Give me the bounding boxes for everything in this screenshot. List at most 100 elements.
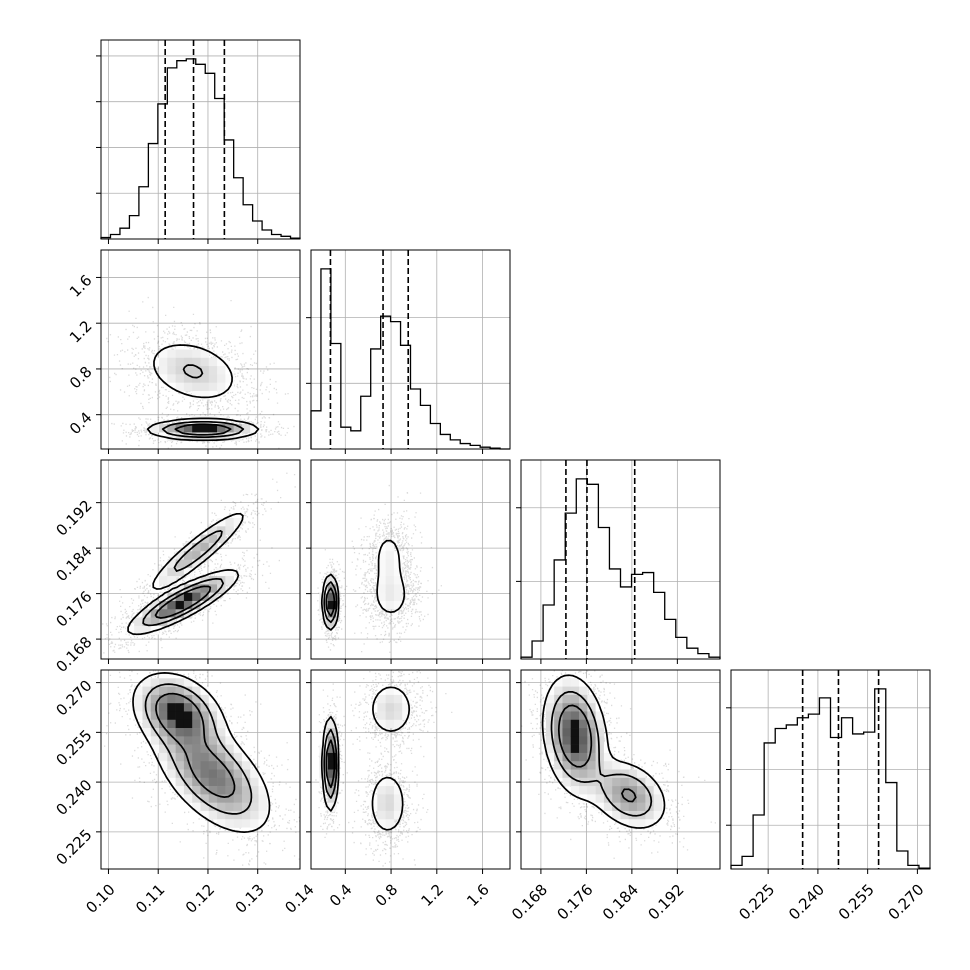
- density-cell: [603, 769, 613, 779]
- density-cell: [159, 694, 168, 704]
- density-cell: [159, 719, 168, 729]
- density-cell: [167, 711, 176, 721]
- histogram-bars: [730, 688, 931, 869]
- density-cell: [167, 777, 176, 787]
- panel-content: [521, 670, 720, 869]
- density-cell: [225, 786, 234, 795]
- density-cell: [319, 592, 328, 602]
- density-cell: [327, 769, 337, 779]
- density-cell: [327, 802, 337, 812]
- density-cell: [167, 728, 176, 737]
- axes-frame: [520, 459, 721, 660]
- density-cell: [250, 777, 259, 787]
- density-cell: [167, 374, 176, 383]
- density-cell: [570, 719, 580, 729]
- density-cell: [208, 576, 218, 585]
- density-cell: [545, 728, 555, 737]
- density-cell: [217, 819, 226, 828]
- density-cell: [587, 711, 596, 721]
- density-cell: [208, 526, 218, 535]
- density-cell: [562, 777, 572, 787]
- density-cell: [233, 744, 243, 754]
- density-cell: [393, 694, 403, 704]
- density-cell: [595, 736, 605, 745]
- density-cell: [183, 600, 193, 610]
- axes-frame: [100, 39, 301, 240]
- density-cell: [385, 711, 395, 721]
- density-cell: [595, 794, 605, 803]
- density-cell: [562, 686, 572, 696]
- density-cell: [217, 794, 226, 803]
- density-cell: [150, 719, 160, 729]
- density-cell: [217, 366, 226, 375]
- density-cell: [377, 576, 386, 585]
- density-cell: [167, 694, 176, 704]
- density-cell: [603, 802, 613, 812]
- density-cell: [167, 357, 176, 367]
- density-cell: [150, 357, 160, 367]
- density-cell: [579, 728, 588, 737]
- density-cell: [319, 744, 328, 754]
- density-cell: [175, 711, 185, 721]
- density-cell: [377, 703, 386, 712]
- density-cell: [183, 777, 193, 787]
- density-cell: [327, 600, 337, 610]
- density-cell: [142, 703, 152, 712]
- density-cell: [587, 703, 596, 712]
- density-cell: [258, 786, 268, 795]
- density-cell: [200, 719, 210, 729]
- scatter-panel-r1-c0: [96, 249, 301, 454]
- density-cell: [587, 769, 596, 779]
- density-cell: [327, 592, 337, 602]
- density-cell: [200, 686, 210, 696]
- density-cell: [183, 794, 193, 803]
- contour-line: [155, 692, 236, 798]
- density-cell: [167, 744, 176, 754]
- density-cell: [150, 609, 160, 618]
- density-cell: [200, 703, 210, 712]
- density-cell: [377, 819, 386, 828]
- density-cell: [183, 728, 193, 737]
- scatter-panel-r3-c2: [516, 669, 721, 874]
- contour-line: [161, 364, 245, 439]
- density-cell: [393, 686, 403, 696]
- density-cell: [192, 777, 201, 787]
- density-cell: [570, 777, 580, 787]
- density-cell: [183, 719, 193, 729]
- density-cell: [217, 810, 226, 820]
- density-cell: [595, 744, 605, 754]
- density-cell: [562, 744, 572, 754]
- density-cell: [393, 810, 403, 820]
- density-cell: [217, 711, 226, 721]
- density-cell: [150, 617, 160, 627]
- density-cell: [595, 711, 605, 721]
- density-cell: [570, 786, 580, 795]
- density-cell: [200, 761, 210, 770]
- density-cell: [167, 761, 176, 770]
- density-cell: [200, 769, 210, 779]
- density-cell: [579, 752, 588, 762]
- density-cell: [393, 794, 403, 803]
- density-cell: [175, 559, 185, 569]
- density-cell: [175, 357, 185, 367]
- density-cell: [554, 769, 563, 779]
- density-cell: [208, 542, 218, 552]
- density-cell: [175, 752, 185, 762]
- density-cell: [545, 752, 555, 762]
- density-cell: [200, 711, 210, 721]
- density-cell: [183, 752, 193, 762]
- density-cell: [192, 802, 201, 812]
- density-cell: [183, 542, 193, 552]
- density-cell: [385, 703, 395, 712]
- density-cell: [620, 802, 630, 812]
- density-cell: [208, 719, 218, 729]
- density-cell: [208, 752, 218, 762]
- density-cell: [233, 752, 243, 762]
- density-cell: [385, 819, 395, 828]
- density-cell: [192, 374, 201, 383]
- density-cell: [159, 736, 168, 745]
- density-cell: [217, 518, 226, 527]
- density-cell: [175, 609, 185, 618]
- density-cells: [134, 670, 268, 837]
- density-cell: [250, 794, 259, 803]
